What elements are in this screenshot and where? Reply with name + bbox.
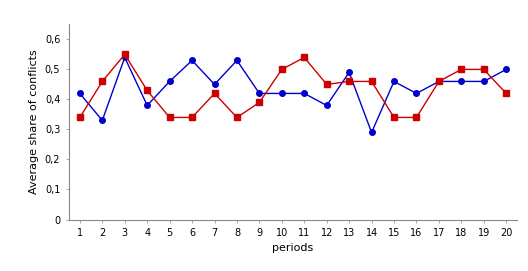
SYMA partner: [436, 80, 442, 83]
SYMA partner: [503, 92, 510, 95]
Line: SYMA partner: SYMA partner: [77, 52, 509, 120]
Y-axis label: Average share of conflicts: Average share of conflicts: [29, 50, 39, 194]
SYMA partner: [144, 89, 150, 92]
SYMD partner: [77, 92, 83, 95]
SYMD partner: [480, 80, 487, 83]
SYMA partner: [77, 116, 83, 119]
SYMA partner: [211, 92, 218, 95]
SYMA partner: [369, 80, 375, 83]
X-axis label: periods: periods: [272, 243, 314, 253]
SYMA partner: [166, 116, 173, 119]
SYMD partner: [121, 56, 128, 59]
SYMA partner: [301, 56, 307, 59]
Line: SYMD partner: SYMD partner: [77, 55, 509, 135]
SYMD partner: [99, 119, 106, 122]
SYMD partner: [458, 80, 465, 83]
SYMD partner: [189, 59, 195, 62]
SYMD partner: [413, 92, 420, 95]
SYMD partner: [234, 59, 240, 62]
SYMA partner: [189, 116, 195, 119]
SYMD partner: [436, 80, 442, 83]
SYMD partner: [369, 131, 375, 134]
SYMA partner: [413, 116, 420, 119]
SYMA partner: [458, 68, 465, 71]
SYMA partner: [279, 68, 285, 71]
SYMD partner: [279, 92, 285, 95]
SYMA partner: [391, 116, 397, 119]
SYMD partner: [301, 92, 307, 95]
SYMA partner: [324, 83, 330, 86]
SYMA partner: [99, 80, 106, 83]
SYMA partner: [480, 68, 487, 71]
SYMD partner: [211, 83, 218, 86]
SYMA partner: [346, 80, 352, 83]
SYMD partner: [144, 104, 150, 107]
SYMD partner: [166, 80, 173, 83]
SYMD partner: [256, 92, 262, 95]
SYMD partner: [391, 80, 397, 83]
SYMD partner: [503, 68, 510, 71]
SYMA partner: [121, 53, 128, 56]
SYMA partner: [234, 116, 240, 119]
SYMD partner: [324, 104, 330, 107]
SYMD partner: [346, 71, 352, 74]
SYMA partner: [256, 101, 262, 104]
